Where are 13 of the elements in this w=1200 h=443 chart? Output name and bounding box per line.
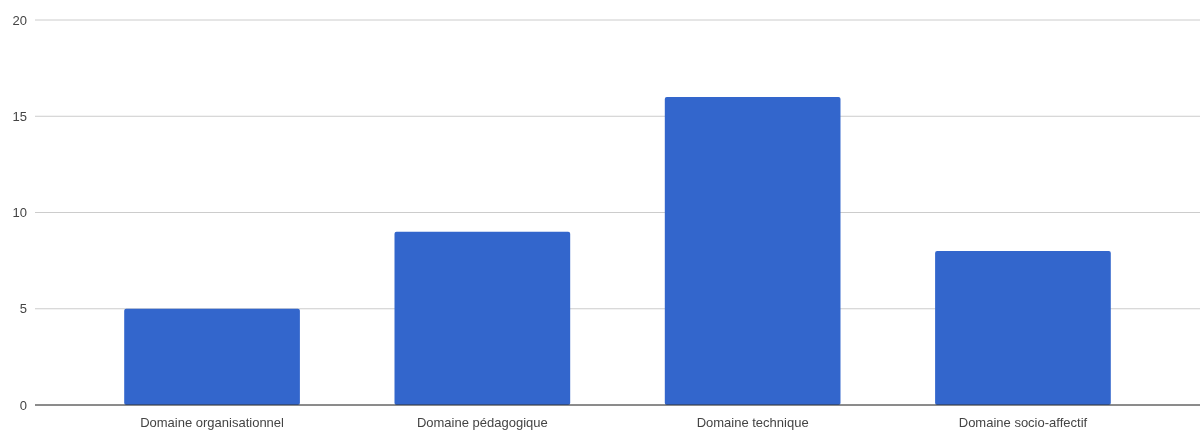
x-tick-label: Domaine organisationnel xyxy=(140,415,285,430)
bar xyxy=(935,251,1111,405)
bar xyxy=(664,97,841,405)
y-tick-label: 15 xyxy=(12,108,27,124)
bar xyxy=(394,231,571,405)
y-tick-label: 0 xyxy=(19,397,27,413)
y-tick-label: 5 xyxy=(19,301,27,317)
y-tick-label: 10 xyxy=(12,205,27,221)
x-tick-label: Domaine pédagogique xyxy=(416,415,548,430)
x-tick-label: Domaine technique xyxy=(696,415,809,430)
y-tick-label: 20 xyxy=(12,12,27,28)
x-tick-label: Domaine socio-affectif xyxy=(958,415,1088,430)
bar xyxy=(124,308,300,405)
